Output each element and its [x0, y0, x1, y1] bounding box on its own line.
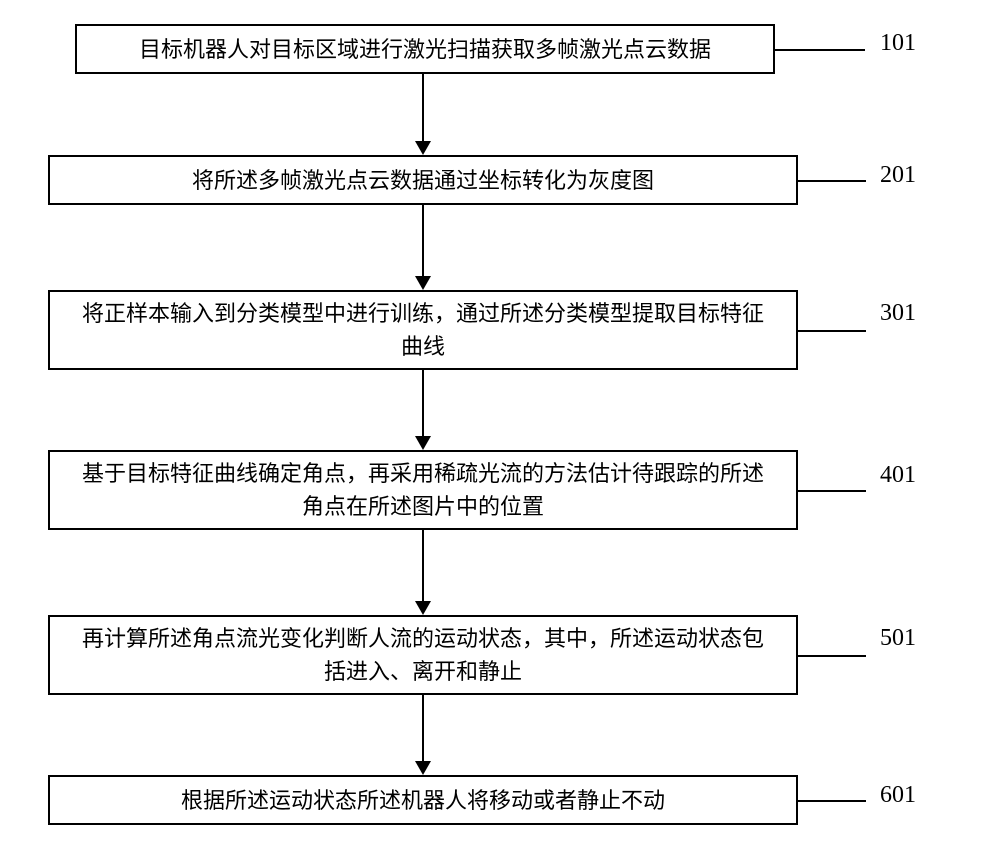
label-tick [798, 800, 866, 802]
flow-node-501: 再计算所述角点流光变化判断人流的运动状态，其中，所述运动状态包 括进入、离开和静… [48, 615, 798, 695]
connector-arrow-icon [415, 601, 431, 615]
flow-node-text: 将所述多帧激光点云数据通过坐标转化为灰度图 [192, 164, 654, 197]
connector-line [422, 74, 424, 141]
connector-arrow-icon [415, 276, 431, 290]
step-label-601: 601 [880, 782, 916, 809]
step-label-301: 301 [880, 300, 916, 327]
flow-node-text: 将正样本输入到分类模型中进行训练，通过所述分类模型提取目标特征 曲线 [82, 297, 764, 363]
flow-node-601: 根据所述运动状态所述机器人将移动或者静止不动 [48, 775, 798, 825]
step-label-501: 501 [880, 625, 916, 652]
flow-node-301: 将正样本输入到分类模型中进行训练，通过所述分类模型提取目标特征 曲线 [48, 290, 798, 370]
label-tick [798, 490, 866, 492]
connector-line [422, 530, 424, 601]
flow-node-text: 基于目标特征曲线确定角点，再采用稀疏光流的方法估计待跟踪的所述 角点在所述图片中… [82, 457, 764, 523]
connector-line [422, 695, 424, 761]
connector-arrow-icon [415, 761, 431, 775]
flow-node-text: 再计算所述角点流光变化判断人流的运动状态，其中，所述运动状态包 括进入、离开和静… [82, 622, 764, 688]
connector-arrow-icon [415, 141, 431, 155]
step-label-401: 401 [880, 462, 916, 489]
flow-node-101: 目标机器人对目标区域进行激光扫描获取多帧激光点云数据 [75, 24, 775, 74]
connector-arrow-icon [415, 436, 431, 450]
label-tick [775, 49, 865, 51]
flow-node-text: 目标机器人对目标区域进行激光扫描获取多帧激光点云数据 [139, 33, 711, 66]
label-tick [798, 180, 866, 182]
step-label-201: 201 [880, 162, 916, 189]
flowchart-canvas: 目标机器人对目标区域进行激光扫描获取多帧激光点云数据 101 将所述多帧激光点云… [0, 0, 1000, 857]
flow-node-401: 基于目标特征曲线确定角点，再采用稀疏光流的方法估计待跟踪的所述 角点在所述图片中… [48, 450, 798, 530]
connector-line [422, 205, 424, 276]
step-label-101: 101 [880, 30, 916, 57]
flow-node-201: 将所述多帧激光点云数据通过坐标转化为灰度图 [48, 155, 798, 205]
label-tick [798, 655, 866, 657]
label-tick [798, 330, 866, 332]
flow-node-text: 根据所述运动状态所述机器人将移动或者静止不动 [181, 784, 665, 817]
connector-line [422, 370, 424, 436]
